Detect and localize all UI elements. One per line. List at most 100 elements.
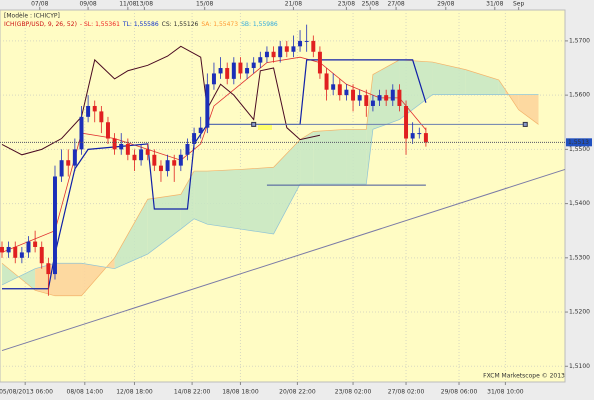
candle-body	[264, 51, 269, 58]
indicator-line	[1, 56, 427, 253]
last-price-label: 1,5513	[568, 139, 589, 146]
header-item: - SL: 1,55361	[80, 21, 120, 28]
candle-body	[92, 105, 97, 112]
cloud-segment	[194, 171, 208, 225]
candle-body	[251, 62, 256, 69]
cloud-segment	[240, 167, 274, 234]
x2-tick-label: 13/08	[136, 1, 153, 8]
y-tick-label: 1,5700	[569, 37, 590, 44]
x2-tick-label: 07/08	[31, 1, 48, 8]
cloud-segment	[114, 199, 148, 269]
candle-body	[291, 46, 296, 52]
x-tick-label: 05/08/2013 06:00	[0, 389, 53, 396]
header-item: SA: 1,55473	[201, 21, 238, 28]
candle-body	[178, 154, 183, 166]
x2-tick-label: 21/08	[285, 1, 302, 8]
candle-body	[59, 160, 64, 177]
candle-body	[33, 241, 38, 247]
candle-body	[331, 84, 336, 90]
header-item: SB: 1,55986	[241, 21, 278, 28]
candle-body	[410, 133, 415, 139]
x2-tick-label: 27/08	[387, 1, 404, 8]
cloud-segment	[346, 129, 367, 185]
highlight	[258, 125, 272, 130]
cloud-segment	[465, 69, 499, 95]
x2-tick-label: 25/08	[362, 1, 379, 8]
handle	[522, 121, 528, 127]
x2-tick-label: 11/08	[119, 1, 136, 8]
candle-body	[351, 89, 356, 101]
candle-body	[79, 116, 84, 150]
footer: FXCM Marketscope © 2013	[483, 373, 565, 380]
cloud-segment	[273, 139, 301, 234]
candle-body	[304, 40, 309, 42]
x-tick-label: 31/08 10:00	[487, 389, 524, 396]
x2-tick-label: 29/08	[437, 1, 454, 8]
candle-body	[0, 246, 4, 253]
header-item: CS: 1,55126	[162, 21, 199, 28]
cloud-segment	[300, 131, 314, 185]
x2-tick-label: 31/08	[486, 1, 503, 8]
x-tick-label: 23/08 02:00	[335, 389, 372, 396]
cloud-segment	[180, 171, 195, 230]
candle-body	[13, 246, 18, 258]
candle-body	[112, 138, 117, 150]
candle-body	[218, 68, 223, 74]
x2-tick-label: 23/08	[338, 1, 355, 8]
x-tick-label: 29/08 06:00	[441, 389, 478, 396]
candle-body	[357, 95, 362, 101]
candle-body	[53, 176, 57, 275]
candle-body	[205, 84, 210, 128]
candle-body	[192, 133, 197, 144]
y-tick-label: 1,5200	[569, 309, 590, 316]
candle-body	[317, 51, 322, 74]
candle-body	[72, 149, 77, 166]
x2-tick-label: Sep	[513, 1, 525, 8]
header-item: TL: 1,55586	[122, 21, 159, 28]
indicator-line	[1, 45, 321, 156]
x-tick-label: 27/08 02:00	[388, 389, 425, 396]
y-tick-label: 1,5500	[569, 146, 590, 153]
candle-body	[337, 84, 342, 96]
candle-body	[211, 73, 216, 85]
candle-body	[417, 133, 422, 135]
x-tick-label: 20/08 22:00	[279, 389, 316, 396]
candle-body	[238, 62, 243, 74]
candle-body	[344, 89, 349, 96]
candle-body	[119, 143, 124, 150]
candle-body	[125, 143, 130, 155]
candle-body	[132, 154, 137, 161]
cloud-segment	[432, 62, 466, 95]
x-tick-label: 14/08 22:00	[174, 389, 211, 396]
candle-body	[105, 122, 110, 139]
candle-body	[152, 154, 157, 166]
candle-body	[19, 252, 24, 258]
candle-body	[172, 160, 177, 166]
x2-tick-label: 15/08	[196, 1, 213, 8]
candle-body	[86, 105, 91, 117]
x-tick-label: 12/08 18:00	[116, 389, 153, 396]
candle-body	[284, 46, 289, 52]
candle-body	[145, 149, 150, 155]
candle-body	[271, 51, 276, 58]
candle-body	[384, 95, 389, 101]
candle-body	[165, 160, 170, 172]
candle-body	[225, 68, 230, 79]
last-price-box	[566, 138, 592, 147]
y-tick-label: 1,5300	[569, 254, 590, 261]
candle-body	[99, 111, 104, 123]
candle-body	[377, 95, 382, 101]
candle-body	[258, 57, 263, 63]
x2-tick-label: 09/08	[79, 1, 96, 8]
candle-body	[158, 165, 163, 172]
x-tick-label: 08/08 14:00	[67, 389, 104, 396]
y-tick-label: 1,5600	[569, 92, 590, 99]
candle-body	[370, 100, 375, 106]
candle-body	[198, 127, 203, 134]
x-tick-label: 18/08 18:00	[222, 389, 259, 396]
cloud-segment	[399, 59, 433, 120]
y-tick-label: 1,5400	[569, 200, 590, 207]
candle-body	[390, 89, 395, 101]
